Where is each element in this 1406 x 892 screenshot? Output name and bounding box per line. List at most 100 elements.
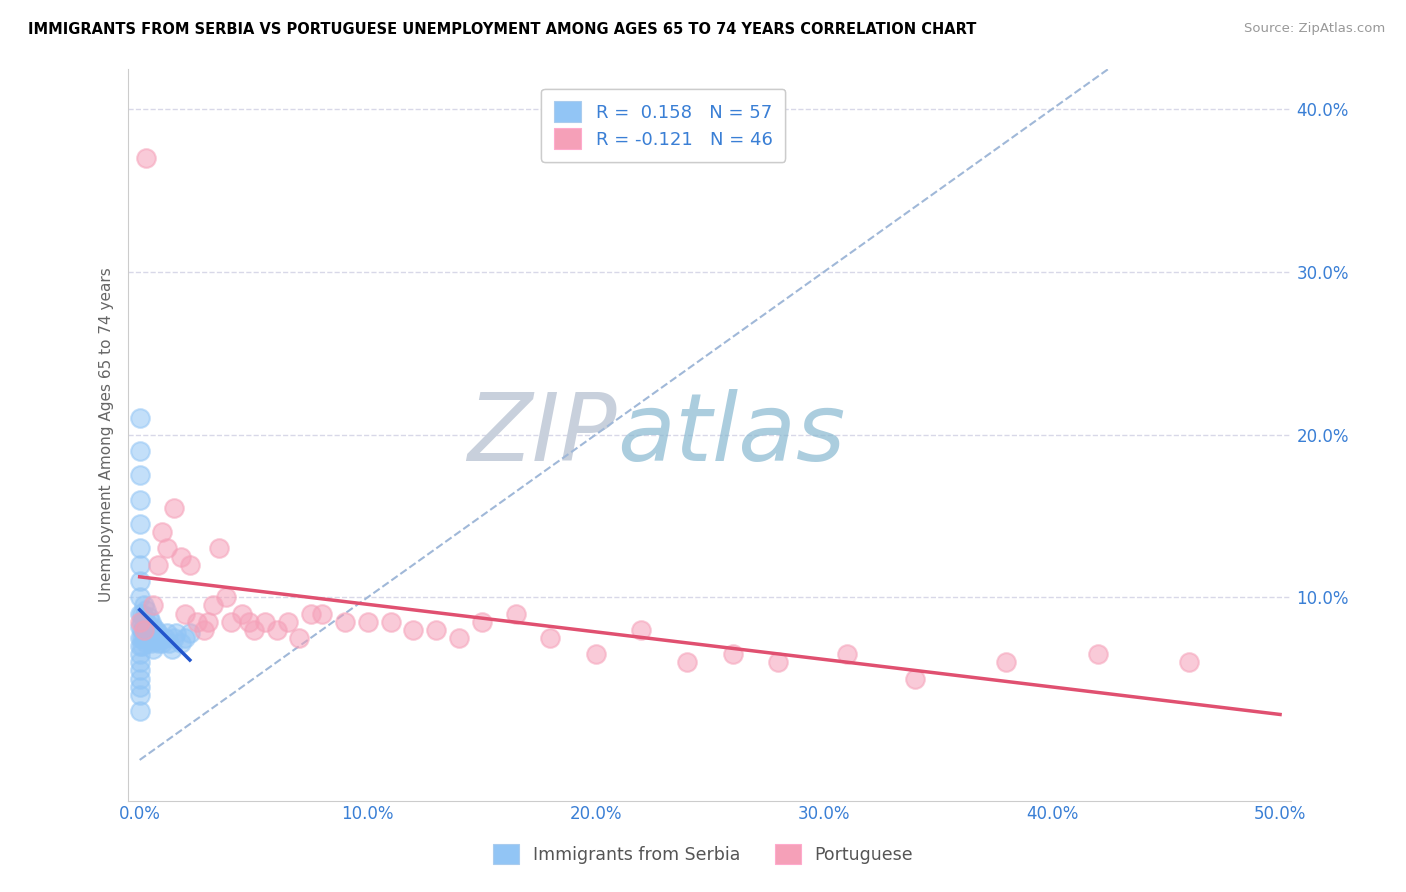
Y-axis label: Unemployment Among Ages 65 to 74 years: Unemployment Among Ages 65 to 74 years [100, 268, 114, 602]
Point [152, 636, 174, 650]
Point [128, 468, 150, 483]
Point [128, 558, 150, 572]
Point [721, 647, 744, 661]
Point [197, 615, 219, 629]
Point [208, 541, 231, 556]
Point [153, 631, 176, 645]
Point [134, 623, 156, 637]
Point [128, 656, 150, 670]
Point [471, 615, 494, 629]
Point [904, 672, 927, 686]
Point [142, 599, 165, 613]
Point [135, 615, 157, 629]
Point [135, 626, 157, 640]
Text: atlas: atlas [617, 389, 845, 480]
Point [128, 492, 150, 507]
Point [1178, 656, 1201, 670]
Point [380, 615, 402, 629]
Point [174, 607, 197, 621]
Point [131, 639, 153, 653]
Legend: R =  0.158   N = 57, R = -0.121   N = 46: R = 0.158 N = 57, R = -0.121 N = 46 [541, 88, 785, 161]
Point [266, 623, 288, 637]
Point [128, 615, 150, 629]
Point [179, 558, 201, 572]
Point [142, 631, 165, 645]
Point [139, 626, 162, 640]
Point [135, 636, 157, 650]
Point [142, 642, 165, 657]
Point [165, 626, 187, 640]
Point [768, 656, 790, 670]
Point [146, 626, 169, 640]
Point [163, 500, 186, 515]
Point [170, 549, 193, 564]
Point [146, 558, 169, 572]
Point [145, 623, 167, 637]
Point [585, 647, 607, 661]
Point [139, 636, 162, 650]
Point [219, 615, 242, 629]
Point [138, 619, 160, 633]
Point [299, 607, 322, 621]
Point [231, 607, 253, 621]
Point [128, 619, 150, 633]
Point [157, 636, 180, 650]
Point [128, 672, 150, 686]
Point [995, 656, 1018, 670]
Text: Source: ZipAtlas.com: Source: ZipAtlas.com [1244, 22, 1385, 36]
Point [128, 704, 150, 718]
Point [128, 647, 150, 661]
Point [128, 664, 150, 678]
Point [311, 607, 333, 621]
Point [538, 631, 561, 645]
Point [277, 615, 299, 629]
Point [134, 609, 156, 624]
Point [193, 623, 215, 637]
Point [128, 443, 150, 458]
Point [128, 680, 150, 694]
Point [174, 631, 197, 645]
Point [242, 623, 264, 637]
Point [156, 541, 179, 556]
Point [134, 619, 156, 633]
Point [128, 639, 150, 653]
Point [238, 615, 260, 629]
Point [186, 615, 208, 629]
Point [138, 609, 160, 624]
Point [179, 626, 201, 640]
Point [505, 607, 527, 621]
Point [128, 688, 150, 702]
Point [160, 642, 183, 657]
Point [254, 615, 277, 629]
Point [138, 631, 160, 645]
Point [131, 631, 153, 645]
Point [163, 631, 186, 645]
Point [156, 626, 179, 640]
Text: ZIP: ZIP [467, 389, 617, 480]
Point [835, 647, 858, 661]
Point [288, 631, 311, 645]
Point [630, 623, 652, 637]
Point [402, 623, 425, 637]
Point [128, 591, 150, 605]
Point [131, 607, 153, 621]
Point [152, 525, 174, 540]
Point [131, 615, 153, 629]
Point [142, 619, 165, 633]
Point [149, 631, 172, 645]
Point [128, 607, 150, 621]
Point [128, 516, 150, 531]
Point [134, 599, 156, 613]
Point [131, 623, 153, 637]
Point [170, 636, 193, 650]
Point [1087, 647, 1109, 661]
Point [134, 631, 156, 645]
Point [215, 591, 238, 605]
Point [128, 631, 150, 645]
Point [139, 615, 162, 629]
Text: IMMIGRANTS FROM SERBIA VS PORTUGUESE UNEMPLOYMENT AMONG AGES 65 TO 74 YEARS CORR: IMMIGRANTS FROM SERBIA VS PORTUGUESE UNE… [28, 22, 977, 37]
Point [447, 631, 470, 645]
Point [146, 636, 169, 650]
Point [425, 623, 447, 637]
Point [357, 615, 380, 629]
